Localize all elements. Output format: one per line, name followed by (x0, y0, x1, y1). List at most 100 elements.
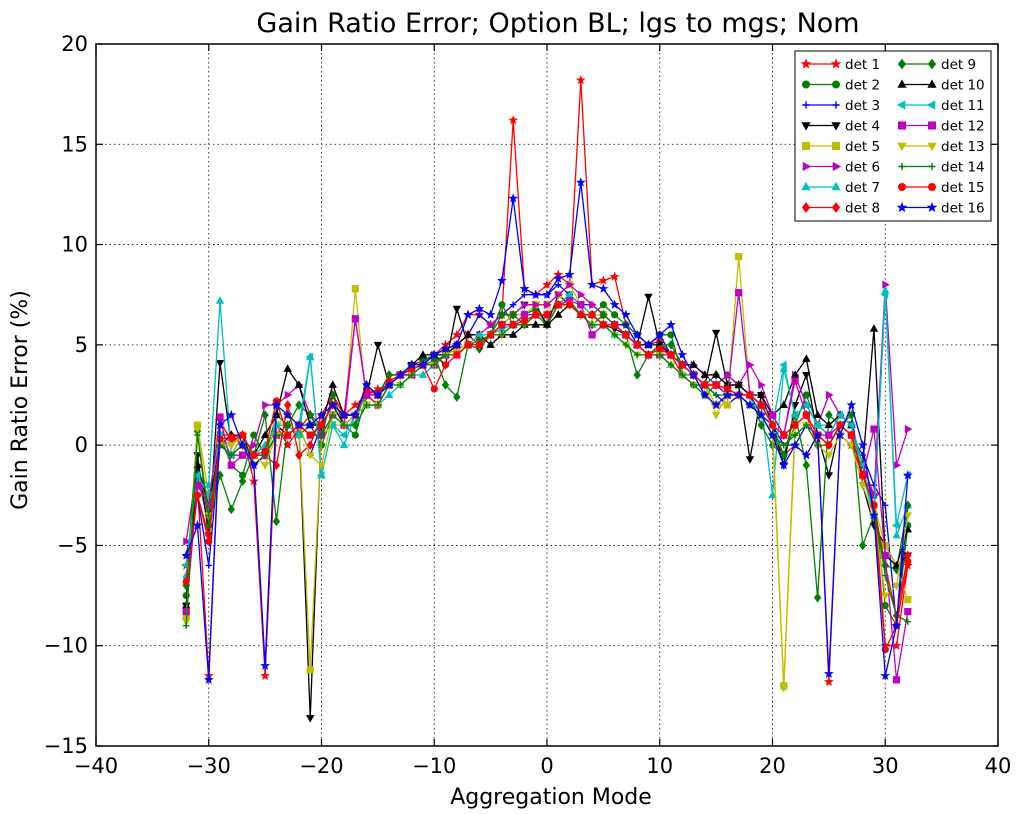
data-point (802, 460, 811, 471)
data-point (904, 608, 912, 616)
x-tick-label: 0 (540, 754, 553, 778)
x-tick-label: −40 (74, 754, 118, 778)
data-point (273, 431, 280, 439)
legend-marker (926, 100, 936, 110)
data-point (262, 400, 270, 410)
data-point (566, 280, 575, 289)
data-point (521, 300, 530, 309)
legend-item: det 2 (802, 78, 880, 94)
data-point (306, 431, 314, 439)
data-point (824, 452, 834, 460)
data-point (904, 557, 912, 566)
data-point (283, 400, 292, 410)
data-point (227, 433, 235, 441)
y-tick-label: 10 (61, 233, 88, 257)
axis-ticks: −40 −30 −20 −10 0 10 20 30 40 −15 −10 −5 0 5 10 15 20 (44, 32, 1012, 778)
legend-label: det 7 (845, 180, 880, 196)
data-point (701, 381, 709, 389)
data-point (294, 430, 304, 439)
data-point (587, 279, 597, 289)
data-point (824, 420, 834, 429)
data-point (350, 399, 361, 410)
data-point (328, 420, 336, 430)
legend-marker (927, 79, 937, 88)
y-tick-label: −10 (44, 634, 88, 658)
data-point (812, 429, 823, 440)
legend-label: det 8 (845, 201, 880, 217)
legend-marker (928, 121, 937, 130)
data-point (429, 349, 440, 360)
y-tick-label: −5 (57, 533, 88, 557)
data-point (857, 440, 868, 450)
data-point (350, 409, 361, 420)
legend-item: det 15 (898, 180, 985, 196)
data-point (656, 345, 664, 353)
data-point (509, 309, 517, 320)
data-point (194, 431, 201, 439)
data-point (227, 461, 235, 469)
legend-marker (897, 142, 907, 152)
data-point (441, 361, 450, 369)
legend-marker (831, 202, 841, 213)
legend-marker (897, 79, 907, 88)
legend-marker (831, 181, 841, 191)
data-point (498, 301, 506, 309)
data-point (633, 370, 641, 380)
data-point (497, 275, 507, 285)
x-tick-label: 10 (646, 754, 673, 778)
data-point (791, 377, 799, 385)
data-point (847, 442, 856, 450)
legend-marker (927, 142, 937, 152)
data-point (271, 399, 282, 410)
data-point (745, 399, 755, 410)
data-point (418, 370, 428, 378)
data-point (339, 409, 349, 420)
data-point (564, 269, 575, 279)
data-point (577, 290, 586, 299)
data-point (724, 370, 733, 380)
data-point (205, 562, 212, 569)
data-point (542, 320, 552, 328)
data-point (564, 290, 573, 299)
data-point (555, 290, 563, 299)
data-point (306, 452, 315, 460)
data-point (509, 301, 517, 308)
data-point (870, 425, 878, 433)
data-point (758, 380, 766, 390)
data-point (588, 331, 596, 339)
data-point (521, 291, 528, 298)
legend-label: det 12 (941, 119, 985, 135)
data-point (520, 317, 529, 325)
data-point (260, 670, 271, 680)
data-point (734, 380, 743, 388)
legend-marker (801, 202, 811, 213)
data-point (711, 399, 722, 410)
data-point (485, 309, 496, 319)
legend-marker (832, 80, 841, 89)
legend: det 1 det 2 det 3 det 4 det 5 det 6 det 7 det 8… (794, 50, 992, 222)
data-point (598, 283, 609, 293)
data-point (406, 359, 417, 370)
data-point (260, 660, 271, 670)
data-point (203, 674, 214, 684)
data-point (780, 431, 788, 439)
data-point (452, 305, 461, 314)
data-point (622, 331, 630, 339)
data-point (768, 421, 777, 429)
legend-item: det 9 (897, 57, 976, 73)
data-point (227, 504, 236, 515)
data-point (463, 330, 473, 338)
data-point (779, 400, 788, 408)
data-point (384, 379, 395, 390)
data-point (305, 352, 314, 362)
data-point (351, 431, 359, 439)
data-point (790, 440, 800, 450)
data-point (554, 310, 563, 318)
data-point (474, 330, 483, 340)
y-tick-label: 0 (75, 433, 88, 457)
data-point (577, 311, 585, 319)
data-point (361, 379, 372, 390)
data-point (327, 399, 338, 410)
data-point (791, 431, 799, 439)
